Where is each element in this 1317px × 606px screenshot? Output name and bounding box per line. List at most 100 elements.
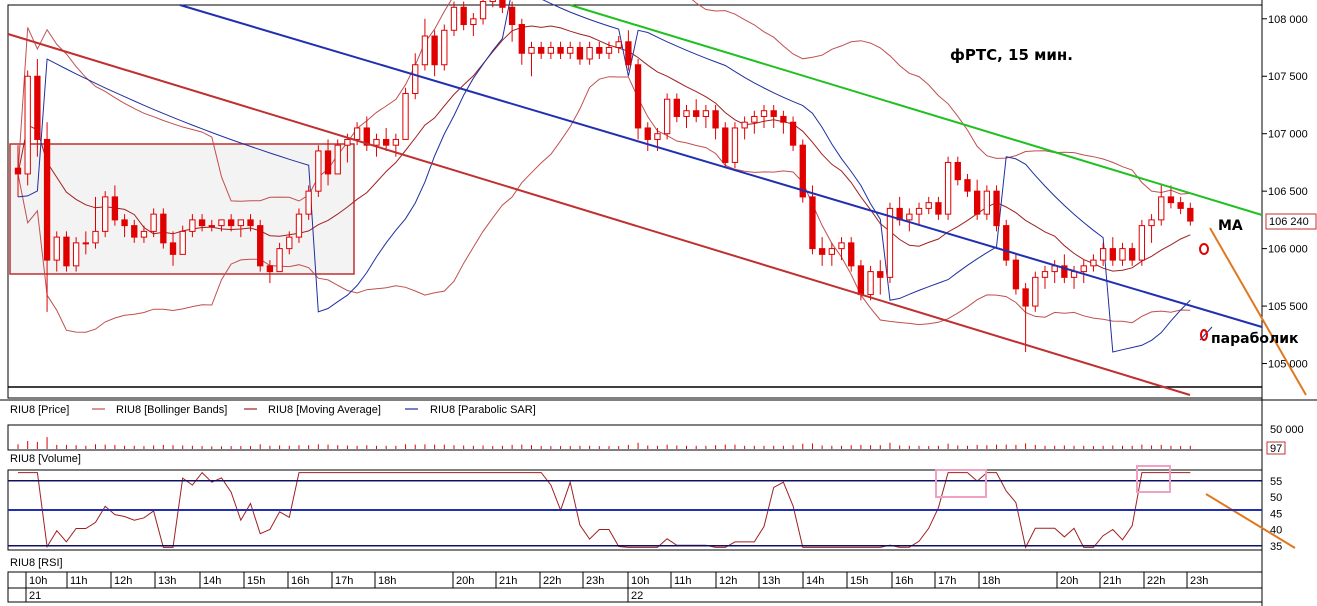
candle bbox=[227, 214, 235, 232]
candle-body-up bbox=[867, 271, 874, 296]
candle-body-up bbox=[421, 35, 429, 66]
candle bbox=[944, 156, 952, 220]
candle-body-down bbox=[266, 265, 274, 273]
rsi-highlight-box bbox=[1136, 465, 1171, 493]
time-tick-label: 14h bbox=[203, 575, 221, 587]
volume-current-label: 97 bbox=[1270, 443, 1282, 455]
time-tick-label: 23h bbox=[1190, 575, 1208, 587]
candle bbox=[973, 179, 981, 220]
time-tick-label: 11h bbox=[674, 575, 692, 587]
candle bbox=[266, 260, 274, 284]
candle bbox=[334, 139, 341, 175]
time-tick-label: 11h bbox=[70, 575, 88, 587]
candle-body-up bbox=[983, 190, 991, 215]
candle bbox=[305, 185, 312, 220]
candle-body-down bbox=[1129, 248, 1136, 261]
candle-body-up bbox=[1158, 196, 1165, 221]
rsi-tick-label: 40 bbox=[1270, 525, 1282, 537]
candle bbox=[993, 185, 1000, 232]
price-tick-label: 108 000 bbox=[1268, 14, 1308, 26]
candle bbox=[160, 208, 167, 249]
candle-body-up bbox=[702, 110, 710, 117]
candle bbox=[1041, 265, 1049, 289]
time-tick-label: 16h bbox=[895, 575, 913, 587]
candle-body-down bbox=[973, 190, 981, 215]
candle bbox=[111, 185, 119, 226]
candle bbox=[547, 41, 555, 60]
date-tick-label: 22 bbox=[631, 590, 643, 602]
candle bbox=[673, 93, 680, 123]
candle-body-down bbox=[799, 144, 806, 198]
candle bbox=[1119, 242, 1126, 266]
candle bbox=[722, 122, 729, 169]
candle-body-up bbox=[547, 47, 555, 54]
candle-body-down bbox=[1012, 259, 1020, 290]
candle-body-up bbox=[305, 190, 312, 215]
candle bbox=[102, 191, 109, 238]
candle bbox=[770, 104, 777, 128]
candle-body-down bbox=[722, 127, 729, 163]
candle bbox=[1012, 254, 1020, 295]
candle-body-up bbox=[373, 138, 380, 146]
candle bbox=[838, 237, 845, 261]
candle bbox=[1080, 260, 1087, 284]
candle-body-up bbox=[886, 207, 894, 278]
ma-marker-circle bbox=[1199, 243, 1209, 255]
bollinger-upper-line bbox=[17, 0, 1191, 202]
candle-body-up bbox=[450, 6, 458, 31]
candle bbox=[382, 127, 390, 151]
blue-trend-line bbox=[179, 4, 1263, 328]
candle-body-down bbox=[169, 242, 177, 255]
candle-body-down bbox=[499, 0, 506, 8]
candle bbox=[169, 231, 177, 266]
legend-moving-average: RIU8 [Moving Average] bbox=[268, 404, 381, 416]
candle bbox=[24, 70, 31, 186]
candle bbox=[1187, 202, 1194, 226]
candle-body-up bbox=[1099, 248, 1107, 261]
candle bbox=[983, 185, 991, 220]
candle bbox=[441, 24, 448, 71]
candle bbox=[935, 196, 942, 220]
candle bbox=[576, 41, 584, 65]
candle-body-up bbox=[1080, 265, 1087, 273]
candle-body-up bbox=[189, 219, 196, 232]
candle bbox=[760, 104, 768, 128]
candle-body-down bbox=[576, 47, 584, 60]
candle bbox=[131, 219, 138, 243]
candle bbox=[538, 41, 545, 60]
candle bbox=[237, 219, 245, 238]
price-tick-label: 106 500 bbox=[1268, 186, 1308, 198]
candle bbox=[915, 202, 923, 226]
candle bbox=[295, 208, 303, 243]
candle bbox=[1167, 185, 1175, 209]
time-tick-label: 15h bbox=[247, 575, 265, 587]
candle-body-up bbox=[441, 29, 448, 66]
candle-body-up bbox=[353, 127, 361, 140]
candle bbox=[63, 231, 70, 272]
candle bbox=[848, 237, 855, 272]
candle bbox=[218, 219, 225, 232]
candle bbox=[198, 214, 206, 232]
candle bbox=[189, 214, 196, 238]
candle bbox=[1177, 196, 1184, 215]
time-axis: 10h 11h 12h 13h 14h 15h 16h 17h 18h 20h 21h 22h 23h 1… bbox=[25, 572, 1208, 602]
chart-title: фРТС, 15 мин. bbox=[950, 46, 1073, 64]
candle-body-up bbox=[102, 196, 109, 232]
volume-tick-50000: 50 000 bbox=[1270, 424, 1304, 436]
candle bbox=[34, 59, 41, 157]
candle bbox=[421, 18, 429, 71]
candle bbox=[431, 30, 438, 77]
current-price-tag: 106 240 bbox=[1265, 213, 1317, 230]
candle-body-up bbox=[489, 0, 496, 3]
candle-body-up bbox=[1041, 271, 1049, 278]
candle-body-up bbox=[315, 150, 322, 192]
candle-body-down bbox=[363, 127, 370, 146]
time-tick-label: 14h bbox=[806, 575, 824, 587]
candle bbox=[179, 225, 186, 255]
candle bbox=[712, 104, 719, 140]
candle bbox=[1158, 185, 1165, 226]
candle bbox=[1148, 214, 1155, 243]
candle-body-up bbox=[286, 236, 293, 250]
candle-body-up bbox=[470, 18, 477, 26]
candle-body-up bbox=[150, 213, 157, 232]
